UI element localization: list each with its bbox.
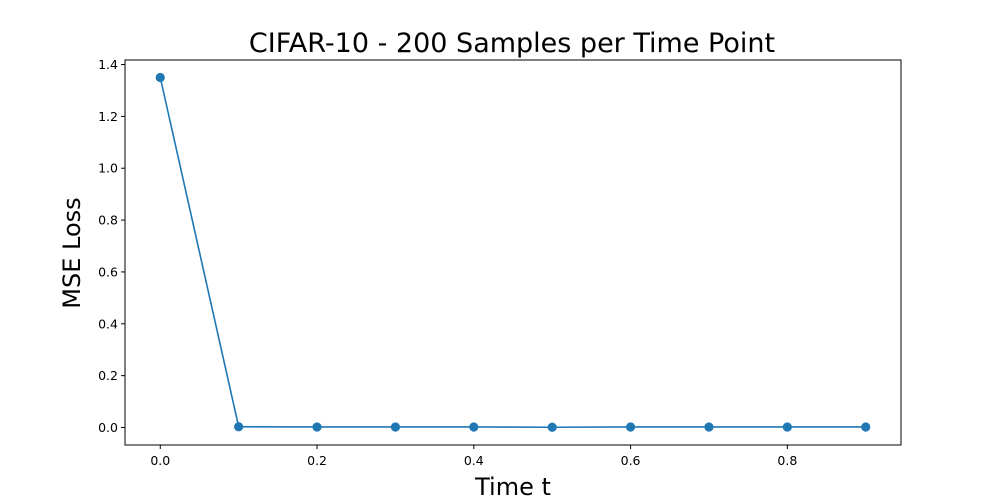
x-tick-label: 0.0 — [150, 453, 170, 468]
y-axis-label: MSE Loss — [58, 197, 86, 308]
data-point — [782, 422, 792, 432]
x-tick-label: 0.4 — [464, 453, 484, 468]
y-tick-label: 1.0 — [98, 161, 118, 176]
y-tick-label: 1.2 — [98, 109, 118, 124]
y-tick-label: 0.4 — [98, 316, 118, 331]
plot-frame — [124, 59, 902, 446]
data-point — [547, 422, 557, 432]
x-tick-label: 0.2 — [307, 453, 327, 468]
data-point — [155, 72, 165, 83]
data-point — [704, 422, 714, 432]
y-tick-label: 0.2 — [98, 368, 118, 383]
chart-title: CIFAR-10 - 200 Samples per Time Point — [249, 28, 775, 59]
data-point — [861, 422, 871, 432]
x-tick-label: 0.6 — [621, 453, 641, 468]
y-axis-ticks: 0.0 0.2 0.4 0.6 0.8 1.0 1.2 1.4 — [98, 57, 125, 435]
series-line — [159, 77, 866, 429]
data-point — [312, 422, 322, 432]
y-tick-label: 0.8 — [98, 213, 118, 228]
data-point — [234, 422, 244, 432]
x-tick-label: 0.8 — [777, 453, 797, 468]
x-axis-label: Time t — [474, 473, 551, 500]
y-tick-label: 0.0 — [98, 420, 118, 435]
y-tick-label: 1.4 — [98, 57, 118, 72]
data-point — [390, 422, 401, 432]
data-point — [625, 422, 636, 432]
x-axis-ticks: 0.0 0.2 0.4 0.6 0.8 — [150, 445, 797, 468]
series-layer — [155, 72, 871, 432]
data-point — [469, 422, 479, 432]
y-tick-label: 0.6 — [98, 264, 118, 279]
